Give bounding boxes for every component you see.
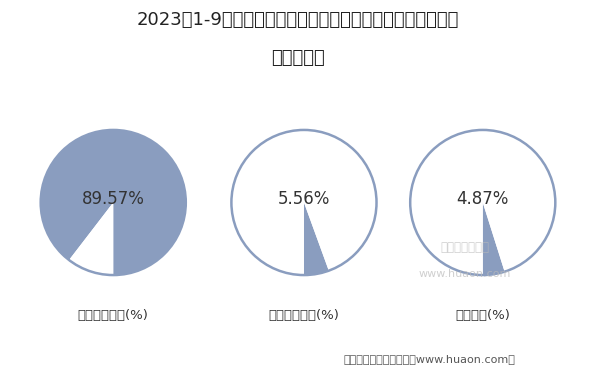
Wedge shape bbox=[304, 202, 329, 275]
Text: 他产值结构: 他产值结构 bbox=[271, 49, 325, 67]
Text: 安装工程产值(%): 安装工程产值(%) bbox=[269, 309, 339, 322]
Text: 4.87%: 4.87% bbox=[457, 190, 509, 208]
Text: 5.56%: 5.56% bbox=[278, 190, 330, 208]
Text: 建筑工程产值(%): 建筑工程产值(%) bbox=[78, 309, 148, 322]
Wedge shape bbox=[69, 202, 113, 275]
Text: 制图：华经产业研究院（www.huaon.com）: 制图：华经产业研究院（www.huaon.com） bbox=[343, 354, 515, 364]
Wedge shape bbox=[410, 130, 555, 275]
Text: 华经产业研究院: 华经产业研究院 bbox=[440, 241, 489, 254]
Text: 2023年1-9月安徽国有及国有控股建筑业工程、安装工程及其: 2023年1-9月安徽国有及国有控股建筑业工程、安装工程及其 bbox=[137, 11, 459, 29]
Text: 89.57%: 89.57% bbox=[82, 190, 145, 208]
Text: www.huaon.com: www.huaon.com bbox=[419, 269, 511, 279]
Text: 其他产值(%): 其他产值(%) bbox=[455, 309, 510, 322]
Wedge shape bbox=[231, 130, 377, 275]
Wedge shape bbox=[483, 202, 505, 275]
Wedge shape bbox=[41, 130, 186, 275]
